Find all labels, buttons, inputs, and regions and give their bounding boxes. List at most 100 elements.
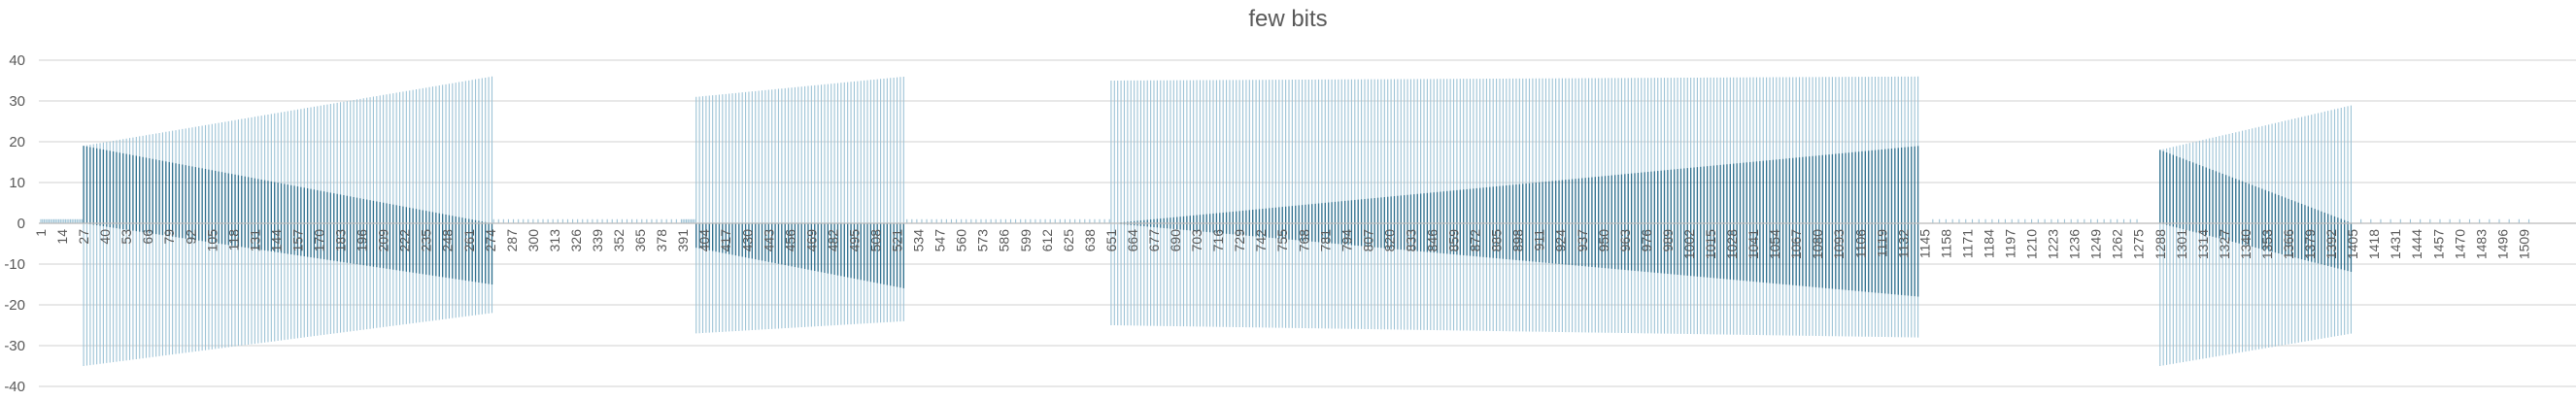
x-tick-label: 1106 [1852, 229, 1868, 258]
x-tick-label: 365 [632, 229, 648, 252]
y-tick-label: -40 [4, 379, 25, 395]
x-tick-label: 859 [1446, 229, 1462, 252]
x-tick-label: 521 [890, 229, 905, 252]
x-tick-label: 352 [611, 229, 627, 252]
x-tick-label: 976 [1639, 229, 1654, 252]
x-tick-label: 105 [204, 229, 220, 252]
x-tick-label: 326 [568, 229, 584, 252]
x-tick-label: 1158 [1938, 229, 1953, 258]
x-tick-label: 534 [911, 229, 927, 252]
x-tick-label: 40 [97, 229, 113, 245]
x-tick-label: 495 [846, 229, 862, 252]
x-tick-label: 1093 [1831, 229, 1847, 259]
x-tick-label: 1145 [1916, 229, 1932, 258]
x-tick-label: 274 [483, 229, 498, 252]
x-tick-label: 846 [1424, 229, 1440, 252]
axes: 40 30 20 10 0 -10 -20 -30 -40 1 14 27 40 53 66 79 92 105 1… [4, 52, 2576, 395]
x-tick-label: 755 [1274, 229, 1290, 252]
x-tick-label: 690 [1168, 229, 1183, 252]
x-tick-label: 794 [1339, 229, 1354, 252]
x-tick-label: 872 [1468, 229, 1483, 252]
x-tick-label: 1197 [2003, 229, 2018, 258]
x-tick-label: 209 [376, 229, 391, 252]
x-tick-label: 1210 [2024, 229, 2040, 259]
x-tick-label: 820 [1381, 229, 1397, 252]
x-tick-label: 1 [33, 229, 49, 237]
x-tick-label: 989 [1660, 229, 1676, 252]
x-tick-label: 1236 [2067, 229, 2083, 259]
x-tick-label: 66 [140, 229, 155, 245]
x-tick-label: 560 [954, 229, 969, 252]
x-tick-label: 664 [1125, 229, 1140, 252]
y-tick-label: 0 [17, 216, 25, 232]
x-tick-label: 391 [675, 229, 691, 252]
x-tick-label: 222 [397, 229, 413, 252]
x-tick-label: 300 [525, 229, 541, 252]
x-tick-label: 1002 [1681, 229, 1697, 259]
x-tick-label: 287 [504, 229, 520, 252]
x-tick-label: 27 [76, 229, 91, 245]
x-tick-label: 456 [782, 229, 797, 252]
x-tick-label: 118 [225, 229, 241, 251]
x-tick-label: 79 [161, 229, 177, 245]
chart-title: few bits [1248, 6, 1328, 32]
x-tick-label: 651 [1103, 229, 1119, 252]
gridlines [39, 59, 2576, 387]
x-tick-label: 443 [761, 229, 776, 252]
x-tick-label: 1431 [2388, 229, 2403, 259]
y-tick-label: 20 [9, 134, 25, 150]
y-tick-label: -30 [4, 338, 25, 354]
x-tick-label: 963 [1617, 229, 1633, 252]
x-tick-label: 261 [461, 229, 477, 252]
y-tick-label: -20 [4, 297, 25, 314]
x-tick-label: 1249 [2088, 229, 2104, 259]
x-tick-label: 1301 [2174, 229, 2189, 259]
x-tick-label: 547 [932, 229, 948, 252]
x-tick-label: 1405 [2345, 229, 2360, 259]
x-tick-label: 508 [867, 229, 883, 252]
x-tick-label: 1509 [2516, 229, 2531, 259]
x-tick-label: 807 [1360, 229, 1375, 252]
x-tick-label: 469 [803, 229, 819, 252]
x-tick-label: 482 [825, 229, 840, 252]
x-tick-label: 573 [975, 229, 991, 252]
x-tick-label: 1288 [2152, 229, 2168, 259]
x-tick-label: 1015 [1703, 229, 1718, 259]
x-tick-label: 625 [1061, 229, 1076, 252]
y-tick-label: 10 [9, 175, 25, 191]
y-tick-label: 40 [9, 52, 25, 69]
x-tick-label: 313 [547, 229, 562, 252]
x-tick-label: 1470 [2452, 229, 2467, 259]
x-tick-label: 1353 [2259, 229, 2275, 259]
x-tick-label: 404 [696, 229, 712, 252]
x-tick-label: 781 [1317, 229, 1333, 252]
x-tick-label: 924 [1553, 229, 1569, 252]
x-tick-label: 911 [1532, 229, 1547, 251]
x-tick-label: 1132 [1895, 229, 1911, 258]
x-tick-label: 716 [1210, 229, 1226, 252]
x-tick-label: 1223 [2046, 229, 2061, 259]
x-tick-label: 1457 [2430, 229, 2446, 259]
x-tick-label: 144 [268, 229, 284, 252]
x-tick-label: 170 [311, 229, 326, 252]
x-tick-label: 1314 [2195, 229, 2211, 259]
x-tick-label: 1184 [1981, 229, 1996, 258]
x-tick-label: 937 [1575, 229, 1590, 252]
x-tick-label: 196 [355, 229, 370, 252]
x-tick-label: 1041 [1746, 229, 1761, 259]
x-tick-label: 833 [1403, 229, 1418, 252]
x-tick-label: 378 [654, 229, 669, 252]
x-tick-label: 612 [1039, 229, 1055, 252]
x-tick-label: 1340 [2238, 229, 2254, 259]
x-tick-label: 599 [1018, 229, 1034, 252]
x-tick-label: 1054 [1767, 229, 1782, 259]
x-tick-label: 430 [739, 229, 755, 252]
x-tick-label: 742 [1253, 229, 1269, 252]
x-tick-label: 885 [1489, 229, 1505, 252]
bars [40, 76, 2530, 366]
x-tick-label: 1327 [2217, 229, 2232, 259]
x-tick-label: 53 [119, 229, 134, 245]
x-tick-label: 1496 [2494, 229, 2510, 259]
x-tick-label: 638 [1082, 229, 1098, 252]
